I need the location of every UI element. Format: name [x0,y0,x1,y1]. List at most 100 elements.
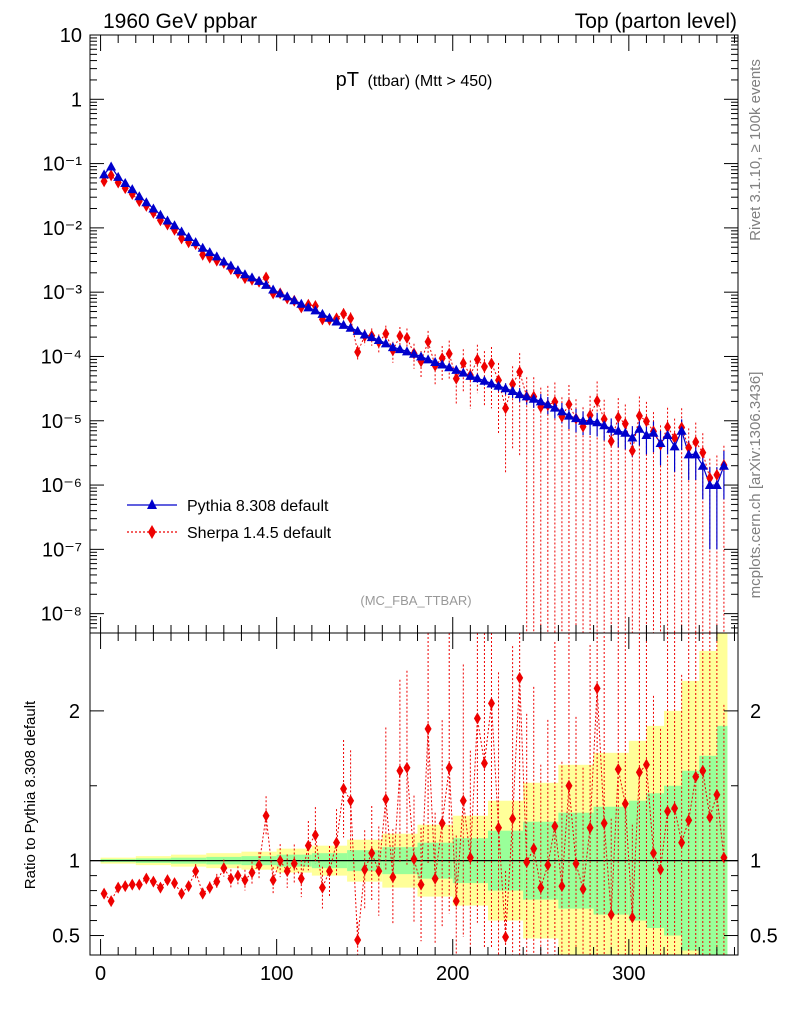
header-energy-label: 1960 GeV ppbar [103,10,257,33]
sherpa-point [396,330,404,343]
pythia-point [669,441,680,451]
ratio-sherpa-point [347,794,355,807]
pythia-point [606,423,617,433]
ratio-sherpa-point [607,908,615,921]
ratio-sherpa-point [178,887,186,900]
pythia-point [232,265,243,275]
ratio-sherpa-point [586,821,594,834]
pythia-point [655,438,666,448]
sherpa-point [671,431,679,444]
pythia-point [437,359,448,369]
pythia-point [648,427,659,437]
pythia-point [704,480,715,490]
pythia-point [141,197,152,207]
pythia-point [190,237,201,247]
ratio-sherpa-point [565,779,573,792]
pythia-point [345,322,356,332]
pythia-point [613,425,624,435]
y-tick-label: 10 [60,25,82,47]
main-plot-panel: 10 1 10⁻¹ 10⁻² 10⁻³ 10⁻⁴ 10⁻⁵ 10⁻⁶ 10⁻⁷ 10⁻⁸ pT (… [41,25,739,634]
pythia-point [444,362,455,372]
pythia-point [676,425,687,435]
ratio-sherpa-point [657,863,665,876]
main-plot-data [99,161,729,633]
pythia-point [394,344,405,354]
sherpa-point [642,415,650,428]
sherpa-point [438,352,446,365]
y-tick-label: 10⁻⁵ [41,411,82,433]
ratio-y-tick-label: 1 [69,851,80,873]
sherpa-point [424,335,432,348]
y-tick-label: 10⁻⁷ [42,539,82,561]
ratio-sherpa-point [206,881,214,894]
sherpa-point [495,374,503,387]
sherpa-point [213,254,221,267]
ratio-sherpa-point [403,761,411,774]
y-tick-label: 10⁻⁸ [41,604,82,626]
ratio-sherpa-point [558,880,566,893]
sherpa-point [628,444,636,457]
pythia-point [254,275,265,285]
pythia-point [514,389,525,399]
ratio-sherpa-point [269,874,277,887]
ratio-sherpa-point [480,757,488,770]
pythia-point [120,177,131,187]
ratio-plot-ticks: 0.5 0.5 1 1 2 2 0 100 200 300 [52,633,778,985]
pythia-point [451,364,462,374]
ratio-sherpa-point [185,880,193,893]
ratio-y-tick-label-right: 0.5 [750,926,778,948]
y-tick-label: 10⁻² [43,218,83,240]
pythia-point [409,348,419,358]
pythia-point [690,449,701,459]
ratio-sherpa-point [502,931,510,944]
ratio-sherpa-point [509,812,517,825]
pythia-point [225,260,236,270]
ratio-sherpa-point [417,878,425,891]
ratio-y-tick-label-right: 1 [750,851,761,873]
ratio-sherpa-point [473,712,481,725]
pythia-point [458,367,469,377]
sherpa-point [459,357,467,370]
ratio-sherpa-point [628,911,636,924]
pythia-point [162,215,173,225]
ratio-sherpa-point [283,865,291,878]
ratio-plot-panel: 0.5 0.5 1 1 2 2 0 100 200 300 Ratio to Pythia 8.3… [22,632,778,985]
sherpa-point [480,360,488,373]
sherpa-point [487,357,495,370]
ratio-sherpa-point [537,881,545,894]
ratio-sherpa-point [156,881,164,894]
ratio-sherpa-point [579,883,587,896]
pythia-point [204,247,215,257]
plot-title: pT (ttbar) (Mtt > 450) [336,69,493,91]
pythia-point [416,351,427,361]
pythia-point [282,291,293,301]
sherpa-point [452,372,460,385]
pythia-point [592,417,603,427]
ratio-sherpa-point [354,934,362,947]
pythia-point [261,279,272,289]
pythia-point [585,415,596,425]
ratio-band-inner [716,725,728,955]
legend: Pythia 8.308 default Sherpa 1.4.5 defaul… [127,498,332,542]
sherpa-point [692,435,700,448]
legend-sherpa-marker [148,525,156,539]
pythia-point [472,373,483,383]
sherpa-point [614,411,622,424]
ratio-sherpa-point [621,797,629,810]
ratio-sherpa-point [135,878,143,891]
sherpa-point [382,327,390,340]
ratio-sherpa-point [424,722,432,735]
pythia-point [571,413,581,423]
ratio-sherpa-point [396,764,404,777]
ratio-sherpa-point [438,817,446,830]
pythia-point [303,302,314,312]
pythia-point [380,338,391,348]
ratio-sherpa-point [635,766,643,779]
rivet-version-label: Rivet 3.1.10, ≥ 100k events [747,59,764,241]
sherpa-line [103,174,725,479]
pythia-point [493,380,504,390]
ratio-sherpa-point [685,814,693,827]
y-tick-label: 10⁻⁴ [41,346,82,368]
ratio-sherpa-point [664,805,672,818]
ratio-sherpa-point [262,809,270,822]
